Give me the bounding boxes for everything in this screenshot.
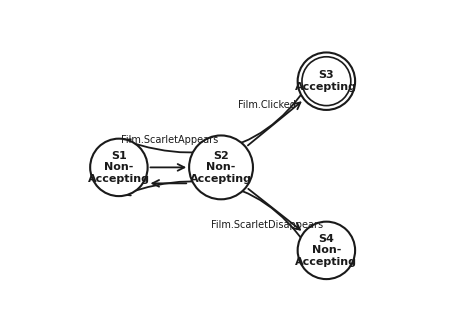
Text: Film.ScarletDisappears: Film.ScarletDisappears xyxy=(211,220,323,230)
Text: S1
Non-
Accepting: S1 Non- Accepting xyxy=(88,151,150,184)
Circle shape xyxy=(298,222,355,279)
Circle shape xyxy=(298,52,355,110)
Text: S3
Accepting: S3 Accepting xyxy=(295,71,357,92)
Text: S2
Non-
Accepting: S2 Non- Accepting xyxy=(190,151,252,184)
Circle shape xyxy=(90,139,147,196)
Text: S4
Non-
Accepting: S4 Non- Accepting xyxy=(295,234,357,267)
Circle shape xyxy=(189,136,253,199)
Text: Film.ScarletAppears: Film.ScarletAppears xyxy=(121,135,219,145)
Text: Film.Clicked: Film.Clicked xyxy=(238,100,296,110)
